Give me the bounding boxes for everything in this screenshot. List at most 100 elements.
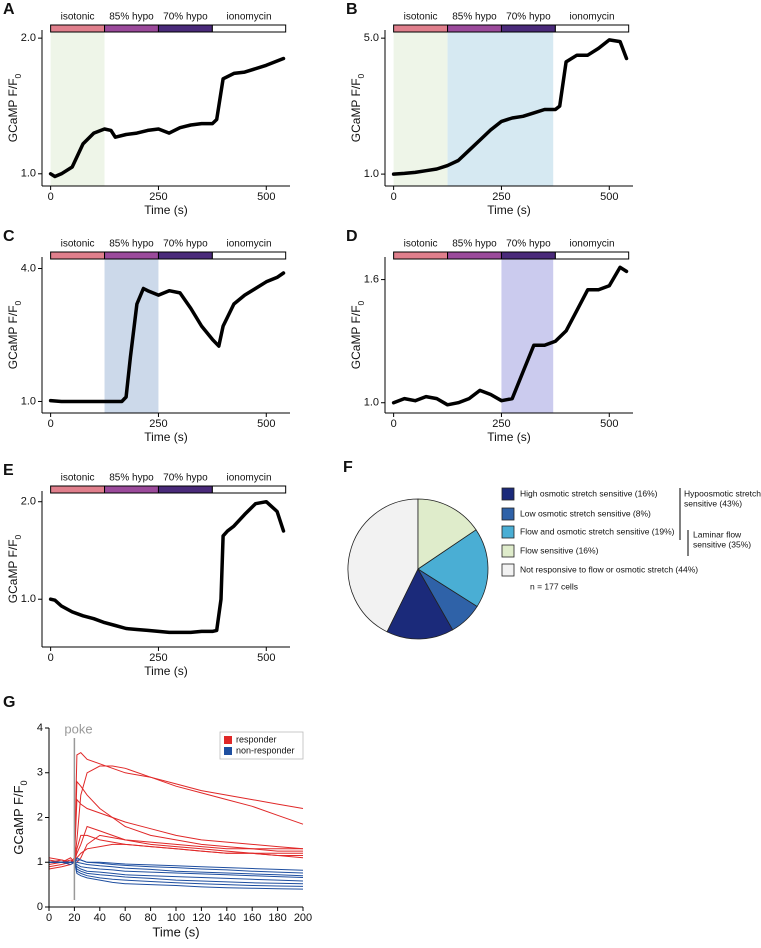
legend-swatch — [501, 487, 515, 501]
y-axis-label-sub: 0 — [13, 300, 23, 305]
x-tick-label: 0 — [46, 912, 52, 924]
y-tick-label: 2 — [37, 811, 43, 823]
legend-swatch — [501, 525, 515, 539]
phase-label: ionomycin — [227, 473, 272, 484]
legend-swatch — [224, 736, 232, 744]
y-axis-label: GCaMP F/F0 — [6, 73, 23, 142]
y-axis-label-sub: 0 — [356, 300, 366, 305]
pie-slice — [417, 498, 477, 570]
y-tick-label: 4.0 — [21, 262, 36, 274]
data-line — [391, 265, 629, 407]
x-tick-label: 0 — [48, 191, 54, 203]
y-axis-label: GCaMP F/F0 — [349, 73, 366, 142]
bracket-label: Laminar flow — [693, 529, 742, 539]
phase-bar — [500, 24, 556, 33]
poke-label: poke — [64, 721, 92, 736]
shaded-region — [447, 30, 554, 186]
x-tick-label: 40 — [94, 912, 106, 924]
y-axis-label-sub: 0 — [13, 73, 23, 78]
data-line — [48, 56, 286, 179]
legend-swatch — [501, 507, 515, 521]
x-axis-label: Time (s) — [144, 430, 188, 444]
x-tick-label: 250 — [492, 418, 510, 430]
legend-box — [219, 731, 304, 760]
y-tick-label: 1.0 — [364, 168, 379, 180]
panel-letter: G — [3, 694, 15, 711]
phase-label: isotonic — [404, 239, 438, 250]
y-axis-label-sub: 0 — [13, 534, 23, 539]
y-tick-label: 0 — [37, 901, 43, 913]
y-axis-label: GCaMP F/F0 — [349, 300, 366, 369]
y-tick-label: 3 — [37, 767, 43, 779]
phase-label: isotonic — [61, 239, 95, 250]
phase-bar — [447, 24, 502, 33]
phase-label: 85% hypo — [109, 239, 154, 250]
phase-label: isotonic — [404, 12, 438, 23]
phase-bar — [554, 24, 630, 33]
x-tick-label: 500 — [600, 191, 618, 203]
pie-slice — [417, 529, 489, 607]
y-tick-label: 1.0 — [21, 593, 36, 605]
x-tick-label: 60 — [119, 912, 131, 924]
phase-bar — [157, 485, 213, 494]
panel-letter: F — [343, 459, 353, 476]
x-tick-label: 500 — [257, 191, 275, 203]
x-tick-label: 250 — [149, 191, 167, 203]
x-tick-label: 180 — [268, 912, 286, 924]
legend-label: High osmotic stretch sensitive (16%) — [520, 488, 658, 498]
phase-bar — [104, 24, 159, 33]
y-axis-label-text: GCaMP F/F — [6, 78, 20, 142]
panel-letter: D — [346, 228, 358, 245]
phase-bar — [157, 251, 213, 260]
y-axis-label-text: GCaMP F/F — [349, 78, 363, 142]
phase-bar — [211, 485, 287, 494]
x-tick-label: 120 — [192, 912, 210, 924]
panel-letter: B — [346, 1, 358, 18]
phase-label: ionomycin — [227, 239, 272, 250]
phase-bar — [104, 485, 159, 494]
y-tick-label: 5.0 — [364, 32, 379, 44]
series-line — [48, 834, 303, 870]
legend-label: Flow sensitive (16%) — [520, 545, 599, 555]
y-tick-label: 1.0 — [364, 397, 379, 409]
phase-label: 70% hypo — [163, 473, 208, 484]
phase-label: isotonic — [61, 12, 95, 23]
x-axis-label: Time (s) — [487, 203, 531, 217]
phase-label: isotonic — [61, 473, 95, 484]
data-line — [391, 38, 629, 176]
y-axis-label: GCaMP F/F0 — [6, 534, 23, 603]
y-axis-label-text: GCaMP F/F — [11, 785, 26, 854]
x-tick-label: 500 — [600, 418, 618, 430]
x-axis-label: Time (s) — [144, 203, 188, 217]
y-tick-label: 2.0 — [21, 496, 36, 508]
x-tick-label: 100 — [167, 912, 185, 924]
phase-bar — [447, 251, 502, 260]
x-tick-label: 140 — [218, 912, 236, 924]
legend-label: non-responder — [236, 745, 295, 755]
phase-bar — [157, 24, 213, 33]
x-axis-label: Time (s) — [152, 924, 199, 939]
pie-slice — [347, 498, 419, 633]
y-tick-label: 4 — [37, 722, 43, 734]
note: n = 177 cells — [530, 581, 578, 591]
legend-label: responder — [236, 734, 277, 744]
phase-bar — [393, 24, 449, 33]
legend-label: Not responsive to flow or osmotic stretc… — [520, 564, 698, 574]
x-tick-label: 200 — [294, 912, 312, 924]
x-tick-label: 250 — [149, 418, 167, 430]
phase-bar — [500, 251, 556, 260]
series-line — [48, 825, 303, 868]
x-tick-label: 0 — [391, 418, 397, 430]
y-axis-label: GCaMP F/F0 — [11, 780, 29, 854]
phase-label: ionomycin — [570, 12, 615, 23]
pie-slice — [386, 568, 454, 640]
x-tick-label: 0 — [48, 418, 54, 430]
legend-swatch — [501, 563, 515, 577]
phase-label: 85% hypo — [109, 473, 154, 484]
y-axis-label-sub: 0 — [356, 73, 366, 78]
bracket-label: Hypoosmotic stretch — [684, 488, 761, 498]
x-tick-label: 250 — [149, 652, 167, 664]
data-line — [48, 499, 286, 635]
y-tick-label: 1.0 — [21, 395, 36, 407]
shaded-region — [50, 30, 105, 186]
